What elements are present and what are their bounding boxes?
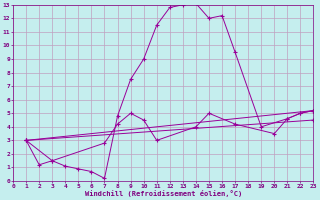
- X-axis label: Windchill (Refroidissement éolien,°C): Windchill (Refroidissement éolien,°C): [84, 190, 242, 197]
